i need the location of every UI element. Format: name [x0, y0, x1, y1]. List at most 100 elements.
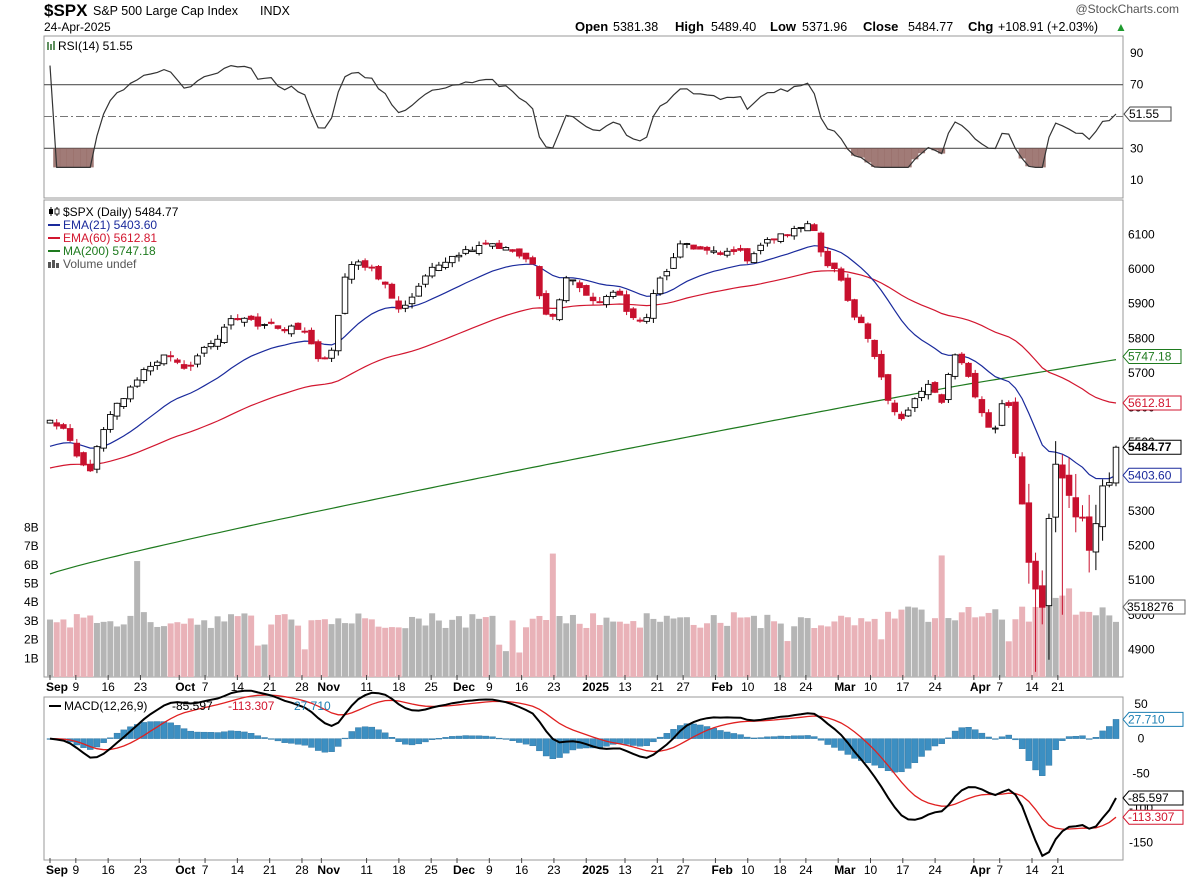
date-label: 21 — [1051, 863, 1065, 877]
volume-bar — [952, 620, 959, 677]
volume-bar — [569, 614, 576, 677]
macd-hist-bar — [945, 737, 952, 739]
volume-bar — [368, 619, 375, 677]
candle — [1072, 473, 1080, 533]
volume-bar — [127, 615, 134, 677]
date-label: Apr — [970, 863, 991, 877]
date-label: 23 — [134, 863, 148, 877]
candle — [462, 245, 469, 256]
date-axis-bottom: Sep 9 16 23 Oct 7 14 21 28 Nov 11 18 25 Dec 9 16 23 2025 1… — [46, 858, 1065, 877]
date-label: 18 — [773, 863, 787, 877]
volume-bar — [1052, 597, 1059, 677]
candle — [596, 297, 604, 304]
candle — [918, 387, 925, 402]
volume-bar — [925, 621, 932, 677]
candle — [308, 327, 315, 345]
rsi-oversold-fill — [1038, 148, 1046, 168]
candle — [790, 225, 798, 240]
volume-bar — [583, 627, 590, 677]
volume-bar — [737, 617, 744, 677]
candle — [824, 247, 831, 268]
volume-bar — [221, 621, 228, 677]
date-label: Apr — [970, 680, 991, 694]
macd-hist-bar — [529, 738, 536, 747]
macd-hist-bar — [241, 731, 248, 739]
candle — [938, 393, 945, 405]
candle — [542, 290, 550, 316]
macd-hist-bar — [878, 738, 885, 769]
volume-bar — [429, 613, 436, 677]
candle — [133, 377, 141, 388]
macd-hist-bar — [536, 738, 543, 752]
date-label: 28 — [295, 680, 309, 694]
candle — [113, 402, 121, 420]
candle — [851, 298, 858, 321]
rsi-tick-label: 10 — [1130, 173, 1144, 187]
price-tick-label: 5200 — [1128, 539, 1155, 553]
macd-hist-bar — [623, 738, 630, 745]
candle — [86, 459, 94, 473]
volume-bar — [341, 623, 348, 677]
rsi-oversold-fill — [1032, 148, 1040, 168]
volume-bar — [1099, 607, 1106, 677]
macd-hist-bar — [603, 738, 610, 747]
macd-hist-bar — [428, 738, 436, 740]
chg-up-arrow-icon: ▲ — [1115, 20, 1127, 34]
macd-hist-bar — [247, 733, 255, 739]
macd-tag-text: -113.307 — [1128, 810, 1175, 824]
volume-bar — [509, 620, 516, 677]
volume-y-axis: 8B 7B 6B 5B 4B 3B 2B 1B — [24, 520, 39, 665]
volume-bar — [885, 611, 892, 677]
volume-bar — [965, 606, 972, 677]
rsi-series — [49, 64, 1117, 168]
date-label: 23 — [134, 680, 148, 694]
candle — [1085, 494, 1093, 573]
volume-bar — [409, 616, 416, 677]
macd-legend: MACD(12,26,9) -85.597 -113.307 27.710 — [49, 699, 331, 713]
volume-bar — [234, 616, 241, 677]
candle — [234, 314, 241, 321]
volume-bar — [140, 612, 147, 677]
date-label: 21 — [651, 680, 665, 694]
volume-bar — [972, 617, 979, 677]
macd-hist-bar — [764, 736, 771, 739]
candle — [710, 246, 717, 255]
macd-hist-bar — [1079, 735, 1086, 739]
volume-bar — [851, 625, 858, 677]
candle — [187, 361, 195, 371]
macd-hist-bar — [207, 732, 215, 739]
macd-hist-bar — [723, 731, 731, 739]
rsi-legend: RSI(14) 51.55 — [47, 39, 133, 53]
price-legend-item: MA(200) 5747.18 — [48, 244, 156, 258]
date-label: 27 — [676, 680, 690, 694]
candle — [1018, 452, 1026, 505]
volume-tick-label: 7B — [24, 539, 39, 553]
volume-bar — [844, 617, 851, 677]
macd-hist-bar — [221, 731, 228, 739]
volume-bar — [683, 617, 690, 677]
macd-hist-bar — [717, 730, 724, 739]
volume-bar — [878, 639, 885, 677]
high-label: High — [675, 19, 704, 34]
macd-hist-bar — [87, 738, 94, 750]
volume-bars — [47, 553, 1119, 677]
exchange: INDX — [260, 4, 291, 18]
candle — [690, 244, 697, 250]
price-legend-text: EMA(60) 5612.81 — [63, 231, 157, 245]
candle — [475, 241, 483, 256]
date-label: 25 — [424, 680, 438, 694]
date-label: 7 — [202, 863, 209, 877]
candle — [703, 245, 711, 255]
symbol: $SPX — [44, 1, 88, 20]
date-label: Oct — [175, 863, 195, 877]
volume-bar — [248, 615, 255, 677]
date-label: 7 — [996, 680, 1003, 694]
ma200-line — [49, 359, 1117, 575]
macd-hist-bar — [811, 736, 818, 739]
macd-hist-bar — [804, 735, 811, 739]
rsi-oversold-fill — [891, 148, 899, 168]
date-label: 14 — [1025, 680, 1039, 694]
macd-hist-bar — [308, 738, 315, 748]
date-label: Feb — [711, 680, 732, 694]
date-label: Mar — [834, 680, 856, 694]
